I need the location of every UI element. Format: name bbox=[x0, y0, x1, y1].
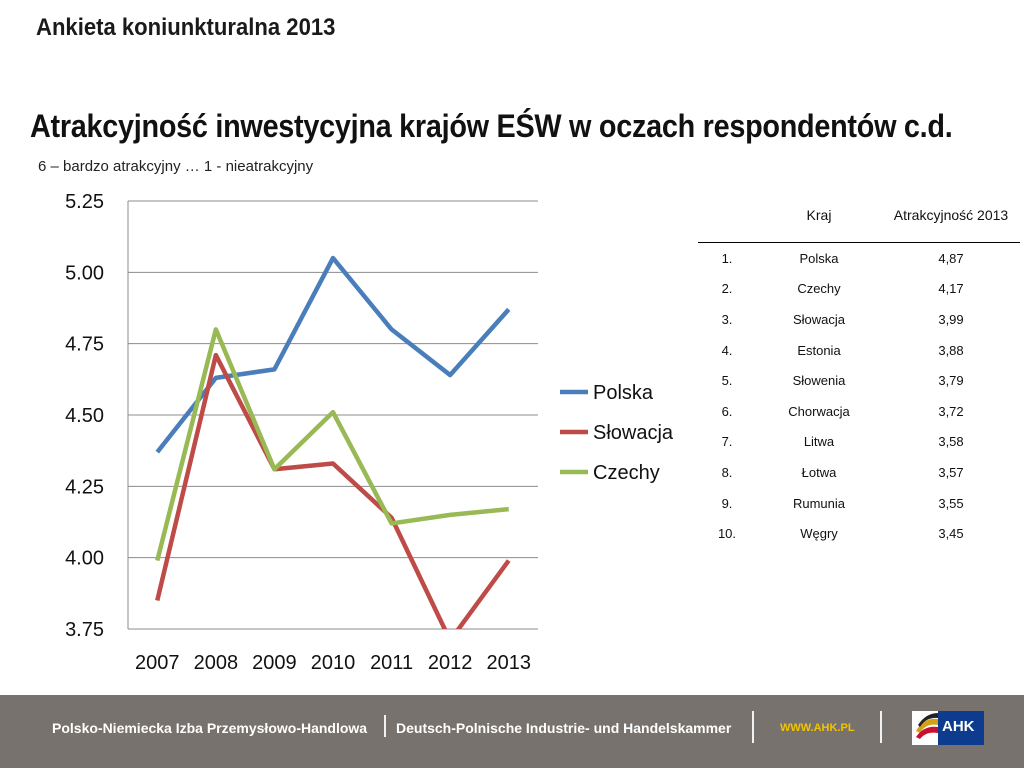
footer-bar: Polsko-Niemiecka Izba Przemysłowo-Handlo… bbox=[0, 695, 1024, 768]
table-row: 5. Słowenia 3,79 bbox=[698, 365, 1020, 396]
value-cell: 3,55 bbox=[938, 495, 964, 511]
value-cell: 3,79 bbox=[938, 373, 964, 389]
footer-website-link[interactable]: WWW.AHK.PL bbox=[780, 722, 855, 734]
footer-divider bbox=[880, 711, 882, 743]
table-row: 3. Słowacja 3,99 bbox=[698, 304, 1020, 335]
y-tick-label: 5.00 bbox=[65, 262, 104, 284]
country-cell: Czechy bbox=[797, 281, 841, 297]
header-atrakcyjnosc: Atrakcyjność 2013 bbox=[893, 207, 1009, 223]
rank-cell: 8. bbox=[721, 464, 733, 480]
header-rank bbox=[698, 188, 756, 243]
x-tick-label: 2009 bbox=[252, 652, 297, 674]
table-header-row: Kraj Atrakcyjność 2013 bbox=[698, 188, 1020, 243]
table-row: 7. Litwa 3,58 bbox=[698, 427, 1020, 458]
page-title: Atrakcyjność inwestycyjna krajów EŚW w o… bbox=[30, 108, 953, 144]
rank-cell: 4. bbox=[721, 342, 733, 358]
rank-cell: 7. bbox=[721, 434, 733, 450]
country-cell: Słowenia bbox=[792, 373, 846, 389]
rank-cell: 2. bbox=[721, 281, 733, 297]
rank-cell: 6. bbox=[721, 403, 733, 419]
legend-label: Słowacja bbox=[593, 422, 674, 444]
ahk-logo-text: AHK bbox=[942, 718, 975, 735]
table-row: 8. Łotwa 3,57 bbox=[698, 457, 1020, 488]
x-tick-label: 2013 bbox=[486, 652, 531, 674]
y-tick-label: 4.75 bbox=[65, 334, 104, 356]
x-tick-label: 2007 bbox=[135, 652, 180, 674]
value-cell: 4,87 bbox=[938, 250, 964, 266]
rank-cell: 10. bbox=[717, 526, 737, 542]
table-row: 6. Chorwacja 3,72 bbox=[698, 396, 1020, 427]
value-cell: 3,88 bbox=[938, 342, 964, 358]
value-cell: 3,58 bbox=[938, 434, 964, 450]
footer-chamber-pl: Polsko-Niemiecka Izba Przemysłowo-Handlo… bbox=[52, 720, 368, 736]
country-cell: Chorwacja bbox=[788, 403, 850, 419]
value-cell: 3,57 bbox=[938, 464, 964, 480]
x-tick-label: 2008 bbox=[194, 652, 239, 674]
y-tick-label: 5.25 bbox=[65, 191, 104, 213]
rank-cell: 9. bbox=[721, 495, 733, 511]
value-cell: 3,72 bbox=[938, 403, 964, 419]
y-tick-label: 4.25 bbox=[65, 476, 104, 498]
rank-cell: 1. bbox=[721, 250, 733, 266]
x-tick-label: 2010 bbox=[311, 652, 356, 674]
legend-label: Czechy bbox=[593, 462, 660, 484]
country-cell: Polska bbox=[799, 250, 839, 266]
table-row: 2. Czechy 4,17 bbox=[698, 274, 1020, 305]
x-tick-label: 2011 bbox=[370, 652, 413, 674]
table-row: 10. Węgry 3,45 bbox=[698, 518, 1020, 549]
value-cell: 3,45 bbox=[938, 526, 964, 542]
flag-swoosh-icon bbox=[916, 713, 938, 739]
table-row: 4. Estonia 3,88 bbox=[698, 335, 1020, 366]
chart-subtitle: 6 – bardzo atrakcyjny … 1 - nieatrakcyjn… bbox=[38, 158, 314, 175]
country-cell: Rumunia bbox=[792, 495, 846, 511]
header-kraj: Kraj bbox=[806, 207, 832, 223]
legend-label: Polska bbox=[593, 382, 654, 404]
x-tick-label: 2012 bbox=[428, 652, 473, 674]
footer-divider bbox=[384, 715, 386, 737]
ahk-logo: AHK bbox=[912, 711, 984, 745]
country-cell: Węgry bbox=[800, 526, 838, 542]
value-cell: 3,99 bbox=[938, 311, 964, 327]
line-chart: 3.75 4.00 4.25 4.50 4.75 5.00 5.25 2007 2008 2009… bbox=[65, 191, 674, 674]
table-row: 1. Polska 4,87 bbox=[698, 243, 1020, 274]
header-title: Ankieta koniunkturalna 2013 bbox=[36, 14, 336, 41]
y-tick-label: 3.75 bbox=[65, 619, 104, 641]
series-line-czechy bbox=[155, 327, 509, 562]
value-cell: 4,17 bbox=[938, 281, 964, 297]
country-cell: Słowacja bbox=[792, 311, 846, 327]
ahk-logo-box bbox=[938, 711, 984, 745]
series-line-polska bbox=[155, 255, 511, 454]
country-cell: Łotwa bbox=[801, 464, 837, 480]
y-tick-label: 4.00 bbox=[65, 548, 104, 570]
country-cell: Litwa bbox=[803, 434, 835, 450]
rank-cell: 3. bbox=[721, 311, 733, 327]
table-row: 9. Rumunia 3,55 bbox=[698, 488, 1020, 519]
footer-chamber-de: Deutsch-Polnische Industrie- und Handels… bbox=[396, 720, 732, 736]
rank-cell: 5. bbox=[721, 373, 733, 389]
country-cell: Estonia bbox=[797, 342, 841, 358]
series-line-słowacja bbox=[155, 352, 511, 629]
footer-divider bbox=[752, 711, 754, 743]
y-tick-label: 4.50 bbox=[65, 405, 104, 427]
ranking-table: Kraj Atrakcyjność 2013 1. Polska 4,87 2. Cze… bbox=[698, 188, 1020, 549]
